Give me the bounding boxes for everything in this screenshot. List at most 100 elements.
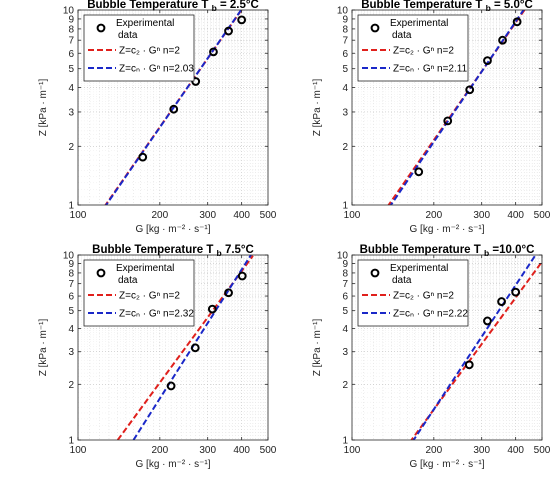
y-tick-label: 1 bbox=[342, 436, 348, 447]
x-tick-label: 500 bbox=[260, 210, 277, 221]
x-tick-label: 300 bbox=[473, 210, 490, 221]
legend-label: data bbox=[118, 275, 138, 286]
y-tick-label: 10 bbox=[63, 251, 75, 262]
data-point bbox=[166, 381, 176, 391]
x-tick-label: 300 bbox=[199, 445, 216, 456]
axes-box bbox=[77, 9, 269, 206]
x-tick-label: 300 bbox=[473, 445, 490, 456]
data-point bbox=[497, 297, 506, 306]
y-tick-label: 7 bbox=[68, 279, 74, 290]
legend-label: Experimental bbox=[390, 18, 448, 29]
y-tick-label: 2 bbox=[342, 380, 348, 391]
chart-title: Bubble Temperature T b = 5.0°C bbox=[361, 0, 533, 13]
legend-label: Z=c₂ · Gⁿ n=2 bbox=[119, 46, 180, 57]
data-point bbox=[207, 304, 217, 314]
data-point bbox=[511, 287, 521, 297]
legend-box bbox=[83, 259, 195, 327]
y-axis-label: Z [kPa · m⁻¹] bbox=[312, 319, 323, 377]
legend-label: Z=c₂ · Gⁿ n=2 bbox=[393, 291, 454, 302]
y-tick-label: 2 bbox=[68, 380, 74, 391]
legend-box bbox=[357, 14, 469, 82]
y-tick-label: 9 bbox=[342, 259, 348, 270]
legend-label: Z=cₙ · Gⁿ n=2.22 bbox=[393, 309, 468, 320]
legend-marker bbox=[96, 23, 106, 33]
y-tick-label: 10 bbox=[63, 6, 75, 17]
x-axis-label: G [kg · m⁻² · s⁻¹] bbox=[136, 459, 211, 470]
y-tick-label: 4 bbox=[342, 83, 348, 94]
axes-box bbox=[77, 254, 269, 441]
legend-label: Z=c₂ · Gⁿ n=2 bbox=[393, 46, 454, 57]
series-line-1 bbox=[410, 261, 542, 440]
x-tick-label: 500 bbox=[534, 445, 550, 456]
y-tick-label: 10 bbox=[337, 6, 349, 17]
x-tick-label: 200 bbox=[425, 210, 442, 221]
series-line-2 bbox=[104, 10, 243, 205]
x-tick-label: 100 bbox=[344, 445, 361, 456]
y-tick-label: 6 bbox=[68, 49, 74, 60]
legend-box bbox=[83, 14, 195, 82]
y-tick-label: 2 bbox=[68, 142, 74, 153]
x-tick-label: 400 bbox=[507, 210, 524, 221]
data-point bbox=[464, 360, 474, 370]
chart-title-suffix: = 2.5°C bbox=[217, 0, 259, 11]
y-tick-label: 5 bbox=[68, 64, 74, 75]
chart-title-sub: b bbox=[484, 248, 489, 258]
data-point bbox=[498, 35, 507, 45]
grid-lines bbox=[78, 10, 268, 205]
x-axis-label: G [kg · m⁻² · s⁻¹] bbox=[410, 224, 485, 235]
data-point bbox=[224, 26, 233, 36]
x-tick-label: 200 bbox=[151, 445, 168, 456]
y-tick-label: 1 bbox=[342, 201, 348, 212]
y-axis-label: Z [kPa · m⁻¹] bbox=[38, 79, 49, 137]
x-tick-label: 500 bbox=[534, 210, 550, 221]
legend-marker bbox=[370, 268, 380, 278]
x-tick-label: 400 bbox=[507, 445, 524, 456]
x-axis-label: G [kg · m⁻² · s⁻¹] bbox=[136, 224, 211, 235]
legend-label: data bbox=[392, 275, 412, 286]
x-tick-label: 200 bbox=[151, 210, 168, 221]
data-point bbox=[465, 85, 475, 95]
legend-label: Z=c₂ · Gⁿ n=2 bbox=[119, 291, 180, 302]
y-tick-label: 3 bbox=[68, 107, 74, 118]
x-tick-label: 500 bbox=[260, 445, 277, 456]
y-tick-label: 8 bbox=[68, 268, 74, 279]
legend-label: Z=cₙ · Gⁿ n=2.03 bbox=[119, 64, 194, 75]
y-tick-label: 1 bbox=[68, 201, 74, 212]
chart-title: Bubble Temperature T b 7.5°C bbox=[92, 244, 254, 258]
legend-label: data bbox=[392, 30, 412, 41]
chart-title-suffix: 7.5°C bbox=[222, 244, 254, 256]
y-tick-label: 8 bbox=[68, 24, 74, 35]
y-tick-label: 9 bbox=[342, 14, 348, 25]
y-tick-label: 2 bbox=[342, 142, 348, 153]
y-tick-label: 4 bbox=[68, 324, 74, 335]
x-tick-label: 100 bbox=[344, 210, 361, 221]
y-tick-label: 1 bbox=[68, 436, 74, 447]
chart-title-main: Bubble Temperature T bbox=[361, 0, 485, 11]
y-tick-label: 6 bbox=[342, 49, 348, 60]
legend-box bbox=[357, 259, 469, 327]
y-tick-label: 6 bbox=[342, 292, 348, 303]
y-tick-label: 9 bbox=[68, 259, 74, 270]
chart-title-suffix: = 5.0°C bbox=[491, 0, 533, 11]
x-axis-label: G [kg · m⁻² · s⁻¹] bbox=[410, 459, 485, 470]
data-point bbox=[237, 271, 247, 281]
data-point bbox=[190, 343, 200, 353]
data-point bbox=[209, 47, 218, 57]
chart-title-sub: b bbox=[217, 248, 222, 258]
chart-title-suffix: =10.0°C bbox=[489, 244, 534, 256]
legend-label: Experimental bbox=[116, 263, 174, 274]
data-point bbox=[414, 167, 424, 177]
legend-marker bbox=[96, 268, 106, 278]
x-tick-label: 100 bbox=[70, 445, 87, 456]
chart-title-main: Bubble Temperature T bbox=[87, 0, 211, 11]
legend-marker bbox=[370, 23, 380, 33]
data-point bbox=[169, 104, 179, 114]
y-tick-label: 5 bbox=[68, 306, 74, 317]
y-tick-label: 3 bbox=[342, 107, 348, 118]
